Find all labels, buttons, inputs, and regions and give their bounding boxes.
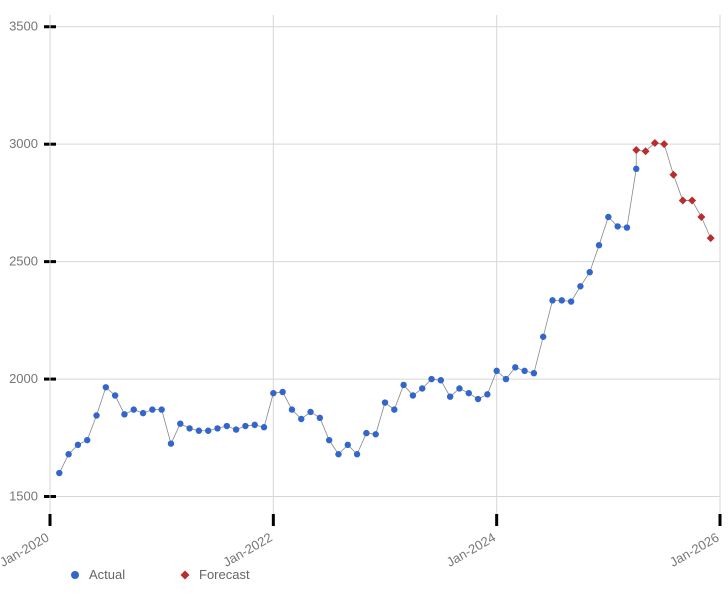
marker-actual [131,406,137,412]
marker-actual [456,385,462,391]
marker-forecast [632,146,640,154]
marker-actual [382,399,388,405]
marker-actual [56,470,62,476]
marker-actual [540,334,546,340]
marker-actual [158,406,164,412]
marker-actual [577,283,583,289]
marker-actual [317,415,323,421]
marker-actual [549,297,555,303]
marker-forecast [669,171,677,179]
legend-label: Actual [89,567,125,582]
marker-actual [326,437,332,443]
marker-actual [307,409,313,415]
marker-actual [410,392,416,398]
marker-forecast [697,213,705,221]
marker-actual [428,376,434,382]
marker-actual [559,297,565,303]
time-series-chart: 1500 2000 2500 3000 3500 Jan-2020 Jan-2022 Jan-… [0,0,728,600]
marker-actual [438,377,444,383]
marker-actual [84,437,90,443]
marker-actual [298,416,304,422]
marker-actual [400,382,406,388]
marker-actual [372,431,378,437]
y-tick-label: 1500 [9,489,38,504]
marker-actual [289,406,295,412]
marker-actual [65,451,71,457]
marker-actual [624,224,630,230]
marker-actual [614,223,620,229]
marker-forecast [679,197,687,205]
marker-actual [587,269,593,275]
marker-forecast [688,197,696,205]
marker-actual [252,422,258,428]
y-tick-label: 3000 [9,136,38,151]
legend-label: Forecast [199,567,250,582]
legend-marker [181,571,190,580]
marker-actual [205,428,211,434]
x-tick-label: Jan-2022 [220,530,274,570]
marker-actual [484,391,490,397]
marker-actual [391,406,397,412]
marker-actual [75,442,81,448]
marker-actual [447,393,453,399]
legend-marker [71,571,79,579]
marker-actual [112,392,118,398]
y-tick-label: 3500 [9,19,38,34]
series-line [59,143,710,473]
marker-actual [512,364,518,370]
marker-actual [354,451,360,457]
x-tick-label: Jan-2024 [444,530,498,570]
marker-actual [521,368,527,374]
marker-actual [242,423,248,429]
marker-actual [224,423,230,429]
marker-actual [261,424,267,430]
marker-actual [121,411,127,417]
marker-actual [568,298,574,304]
marker-actual [419,385,425,391]
chart-svg: 1500 2000 2500 3000 3500 Jan-2020 Jan-2022 Jan-… [0,0,728,600]
marker-actual [596,242,602,248]
marker-actual [363,430,369,436]
marker-actual [531,370,537,376]
x-tick-label: Jan-2020 [0,530,52,570]
marker-actual [466,390,472,396]
y-tick-label: 2500 [9,254,38,269]
marker-actual [633,166,639,172]
marker-actual [503,376,509,382]
marker-actual [177,420,183,426]
marker-actual [605,214,611,220]
marker-actual [103,384,109,390]
x-tick-label: Jan-2026 [667,530,721,570]
marker-actual [140,410,146,416]
marker-actual [345,442,351,448]
marker-actual [233,426,239,432]
marker-actual [149,406,155,412]
marker-actual [168,440,174,446]
marker-actual [279,389,285,395]
marker-forecast [707,234,715,242]
marker-actual [335,451,341,457]
marker-actual [214,425,220,431]
marker-actual [196,428,202,434]
marker-actual [93,412,99,418]
marker-actual [186,425,192,431]
y-tick-label: 2000 [9,371,38,386]
marker-actual [493,368,499,374]
marker-forecast [660,140,668,148]
marker-actual [270,390,276,396]
marker-actual [475,396,481,402]
